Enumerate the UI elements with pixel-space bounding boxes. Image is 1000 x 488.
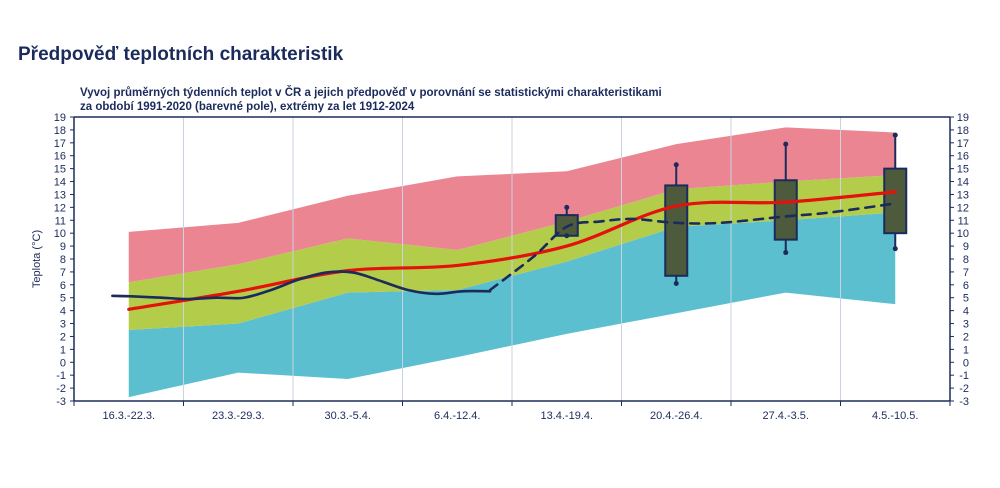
y-tick-label-left: 6 xyxy=(60,280,66,292)
y-tick-label-right: -3 xyxy=(959,396,969,408)
y-tick-label-left: 12 xyxy=(54,202,66,214)
y-tick-label-right: 5 xyxy=(963,293,969,305)
y-tick-label-left: 4 xyxy=(60,306,66,318)
box-body xyxy=(664,184,689,277)
y-tick-label-left: 14 xyxy=(54,177,66,189)
y-tick-label-left: 16 xyxy=(54,151,66,163)
y-tick-label-right: 12 xyxy=(957,202,969,214)
x-tick-label: 20.4.-26.4. xyxy=(650,410,703,422)
chart-title-line-2: za období 1991-2020 (barevné pole), extr… xyxy=(80,101,415,113)
y-tick-label-left: 10 xyxy=(54,228,66,240)
y-tick-label-right: 7 xyxy=(963,267,969,279)
y-tick-label-right: 4 xyxy=(963,306,969,318)
y-tick-label-right: 3 xyxy=(963,319,969,331)
y-tick-label-right: 14 xyxy=(957,177,969,189)
y-tick-label-right: 2 xyxy=(963,331,969,343)
y-tick-label-left: 1 xyxy=(60,344,66,356)
series-line-normal xyxy=(127,190,897,311)
x-tick-label: 4.5.-10.5. xyxy=(872,410,918,422)
y-tick-label-right: 11 xyxy=(958,215,969,227)
y-tick-label-right: 17 xyxy=(957,138,969,150)
box-max-point xyxy=(564,204,570,210)
y-tick-label-right: 13 xyxy=(957,189,969,201)
box-body xyxy=(883,167,908,235)
y-tick-label-right: 10 xyxy=(957,228,969,240)
y-tick-label-right: 16 xyxy=(957,151,969,163)
y-tick-label-left: 8 xyxy=(60,254,66,266)
box-max-point xyxy=(673,162,679,168)
y-tick-label-left: 18 xyxy=(54,125,66,137)
box-min-point xyxy=(892,246,898,252)
y-tick-label-left: -2 xyxy=(56,383,66,395)
box-min-point xyxy=(783,250,789,256)
box-max-point xyxy=(783,141,789,147)
y-tick-label-left: 17 xyxy=(54,138,66,150)
y-tick-label-right: -2 xyxy=(959,383,969,395)
x-tick-label: 30.3.-5.4. xyxy=(325,410,371,422)
series-line-forecast xyxy=(488,202,897,292)
y-tick-label-left: 2 xyxy=(60,331,66,343)
y-tick-label-left: 19 xyxy=(54,112,66,124)
y-tick-label-right: 8 xyxy=(963,254,969,266)
y-tick-label-right: 19 xyxy=(957,112,969,124)
y-tick-label-left: -3 xyxy=(56,396,66,408)
chart-title-line-1: Vyvoj průměrných týdenních teplot v ČR a… xyxy=(80,87,662,99)
x-tick-label: 16.3.-22.3. xyxy=(102,410,155,422)
y-tick-label-left: 11 xyxy=(55,215,66,227)
y-tick-label-right: 18 xyxy=(957,125,969,137)
y-tick-label-left: 13 xyxy=(54,189,66,201)
x-tick-label: 27.4.-3.5. xyxy=(763,410,809,422)
x-tick-label: 23.3.-29.3. xyxy=(212,410,265,422)
box-min-point xyxy=(673,281,679,287)
box-max-point xyxy=(892,132,898,138)
series-line-measured xyxy=(111,270,492,301)
x-tick-label: 13.4.-19.4. xyxy=(540,410,593,422)
y-tick-label-right: 15 xyxy=(957,164,969,176)
y-tick-label-left: 9 xyxy=(60,241,66,253)
y-tick-label-right: 1 xyxy=(963,344,969,356)
y-tick-label-right: 0 xyxy=(963,357,969,369)
y-tick-label-left: 15 xyxy=(54,164,66,176)
y-tick-label-left: 0 xyxy=(60,357,66,369)
box-body xyxy=(773,179,798,241)
box-min-point xyxy=(564,233,570,239)
y-tick-label-right: -1 xyxy=(959,370,969,382)
chart-title: Vyvoj průměrných týdenních teplot v ČR a… xyxy=(80,86,662,114)
y-tick-label-left: 5 xyxy=(60,293,66,305)
y-tick-label-right: 6 xyxy=(963,280,969,292)
y-tick-label-left: 7 xyxy=(60,267,66,279)
page-title: Předpověď teplotních charakteristik xyxy=(18,44,344,65)
y-axis-label: Teplota (°C) xyxy=(31,230,43,288)
x-tick-label: 6.4.-12.4. xyxy=(434,410,480,422)
y-tick-label-left: -1 xyxy=(56,370,66,382)
y-tick-label-left: 3 xyxy=(60,319,66,331)
y-tick-label-right: 9 xyxy=(963,241,969,253)
